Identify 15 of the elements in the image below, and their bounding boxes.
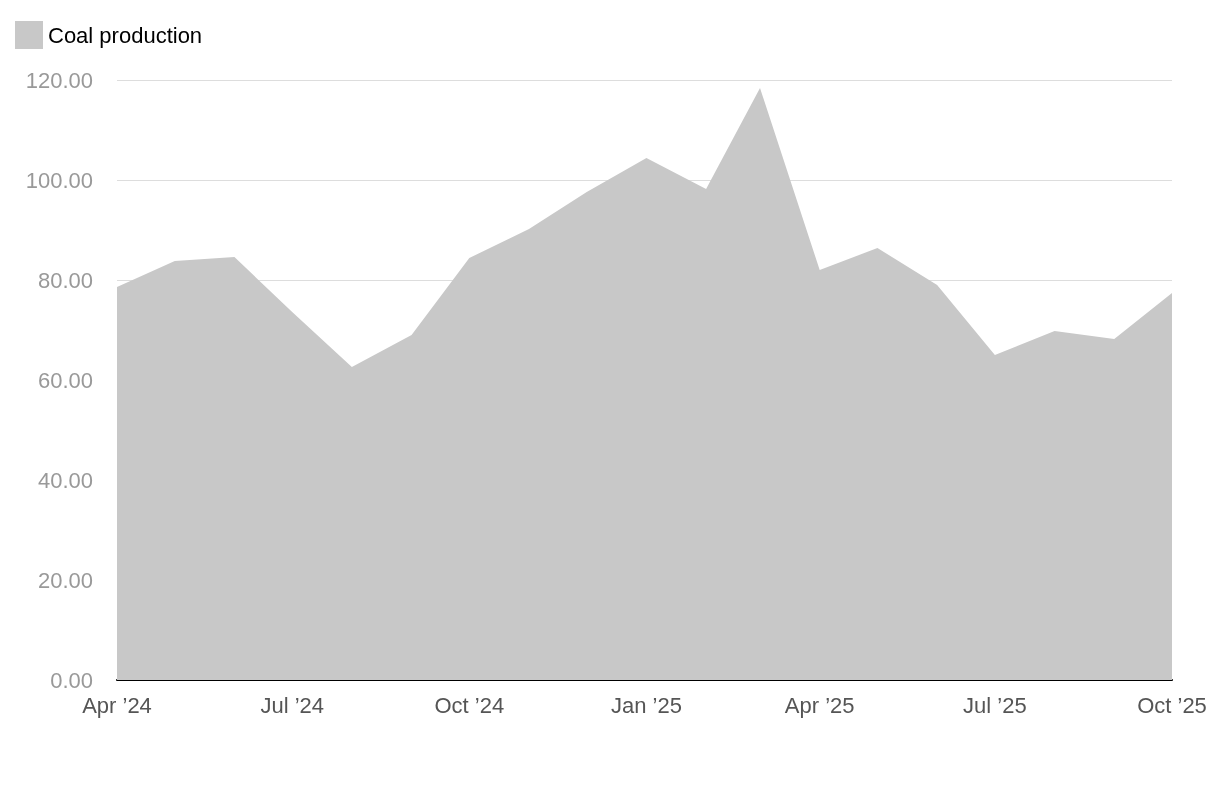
y-tick-label: 120.00 (25, 67, 93, 93)
y-tick-label: 100.00 (25, 167, 93, 193)
x-tick-label: Apr ’25 (784, 692, 855, 718)
x-tick-label: Jul ’24 (260, 692, 324, 718)
y-tick-label: 40.00 (37, 467, 93, 493)
y-tick-label: 0.00 (50, 667, 93, 693)
y-tick-label: 20.00 (37, 567, 93, 593)
x-tick-label: Oct ’25 (1137, 692, 1207, 718)
x-tick-label: Jan ’25 (610, 692, 682, 718)
x-tick-label: Apr ’24 (82, 692, 152, 718)
y-tick-label: 80.00 (37, 267, 93, 293)
legend-label: Coal production (48, 22, 203, 48)
x-tick-label: Jul ’25 (963, 692, 1027, 718)
y-tick-label: 60.00 (37, 367, 93, 393)
x-tick-label: Oct ’24 (434, 692, 505, 718)
